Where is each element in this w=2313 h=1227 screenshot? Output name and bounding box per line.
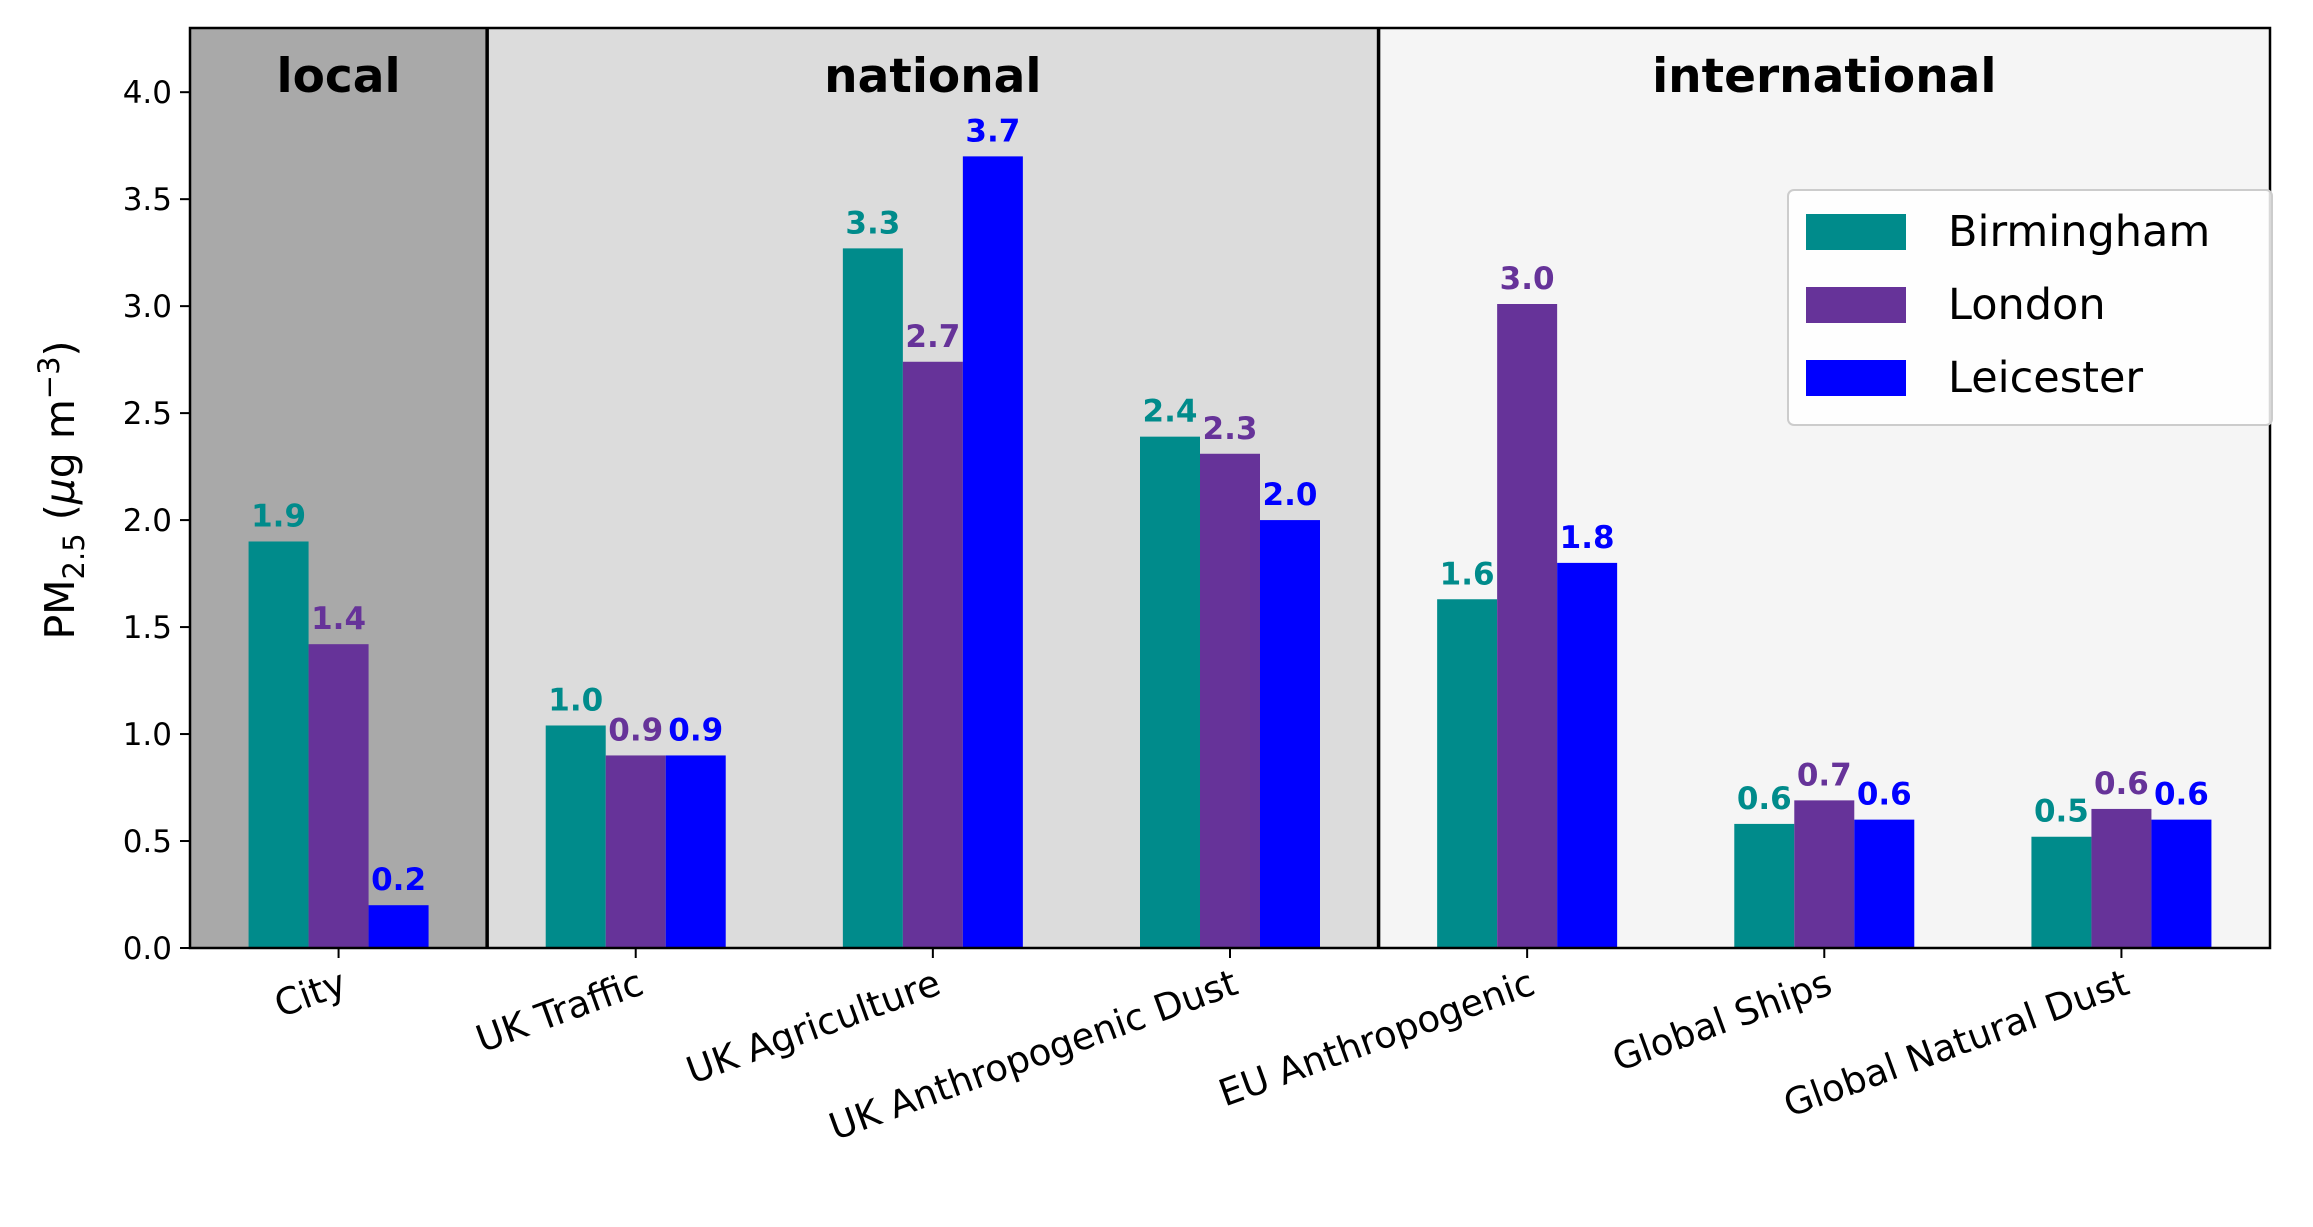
y-tick-label: 3.0: [123, 289, 172, 325]
value-label-london-city: 1.4: [311, 601, 366, 637]
x-tick-label-global-ships: Global Ships: [1607, 961, 1838, 1080]
bar-leicester-uk-traffic: [665, 755, 726, 948]
legend-swatch-leicester: [1806, 360, 1906, 396]
bar-leicester-eu-anthropogenic: [1557, 562, 1618, 948]
y-tick-label: 2.5: [123, 396, 172, 432]
bar-leicester-city: [368, 905, 429, 948]
y-axis-label-unit-close: ): [36, 340, 84, 356]
value-label-birmingham-uk-agriculture: 3.3: [845, 205, 900, 241]
bar-groups: [248, 156, 2212, 949]
value-label-leicester-uk-traffic: 0.9: [668, 712, 723, 748]
bar-london-uk-traffic: [605, 755, 666, 948]
value-label-london-eu-anthropogenic: 3.0: [1500, 261, 1555, 297]
y-axis-label-unit: g m: [36, 399, 84, 478]
bar-birmingham-uk-agriculture: [842, 248, 903, 949]
value-label-london-global-natural-dust: 0.6: [2094, 766, 2149, 802]
x-tick-label-uk-traffic: UK Traffic: [470, 961, 648, 1061]
value-label-leicester-eu-anthropogenic: 1.8: [1560, 520, 1615, 556]
y-axis-label: PM2.5 (μg m−3): [32, 340, 91, 639]
bar-birmingham-eu-anthropogenic: [1437, 599, 1498, 948]
value-label-birmingham-global-ships: 0.6: [1737, 781, 1792, 817]
bar-birmingham-global-natural-dust: [2031, 836, 2092, 948]
legend-swatch-london: [1806, 287, 1906, 323]
bar-leicester-uk-anthropogenic-dust: [1260, 520, 1320, 948]
bar-london-global-natural-dust: [2091, 808, 2152, 948]
bar-birmingham-city: [248, 541, 309, 948]
value-label-london-global-ships: 0.7: [1797, 757, 1852, 793]
y-tick-label: 3.5: [123, 182, 172, 218]
y-axis-label-main: PM: [36, 579, 84, 639]
value-label-birmingham-global-natural-dust: 0.5: [2034, 794, 2089, 830]
legend-box: [1787, 189, 2273, 426]
region-label-local: local: [277, 49, 401, 104]
value-label-london-uk-traffic: 0.9: [608, 712, 663, 748]
bar-leicester-global-ships: [1854, 819, 1915, 948]
y-tick-label: 0.0: [123, 931, 172, 967]
bar-london-eu-anthropogenic: [1497, 304, 1558, 948]
bar-london-uk-anthropogenic-dust: [1200, 453, 1260, 948]
region-labels: local national international: [277, 49, 1997, 104]
bar-leicester-uk-agriculture: [962, 156, 1023, 949]
y-tick-label: 1.5: [123, 610, 172, 646]
y-tick-label: 4.0: [123, 75, 172, 111]
value-label-leicester-global-ships: 0.6: [1857, 777, 1912, 813]
value-label-birmingham-city: 1.9: [251, 498, 306, 534]
y-tick-label: 2.0: [123, 503, 172, 539]
value-label-leicester-global-natural-dust: 0.6: [2154, 777, 2209, 813]
value-label-leicester-uk-anthropogenic-dust: 2.0: [1263, 477, 1318, 513]
legend-label-london: London: [1948, 280, 2106, 330]
region-dividers: [485, 28, 1381, 948]
legend-swatch-birmingham: [1806, 214, 1906, 250]
value-label-london-uk-anthropogenic-dust: 2.3: [1203, 411, 1258, 447]
bar-birmingham-uk-traffic: [545, 725, 606, 948]
value-label-birmingham-eu-anthropogenic: 1.6: [1440, 556, 1495, 592]
bar-london-global-ships: [1794, 800, 1855, 948]
legend: Birmingham London Leicester: [1787, 189, 2273, 426]
legend-label-birmingham: Birmingham: [1948, 207, 2210, 257]
y-axis-label-superscript: −3: [32, 356, 66, 399]
legend-label-leicester: Leicester: [1948, 353, 2143, 403]
region-label-national: national: [824, 49, 1041, 104]
y-tick-label: 0.5: [123, 824, 172, 860]
value-label-birmingham-uk-traffic: 1.0: [548, 682, 603, 718]
x-tick-label-city: City: [269, 961, 352, 1026]
bar-birmingham-uk-anthropogenic-dust: [1140, 436, 1200, 948]
y-axis-label-subscript: 2.5: [57, 533, 91, 579]
y-axis: 0.0 0.5 1.0 1.5 2.0 2.5 3.0 3.5 4.0: [123, 75, 190, 967]
y-tick-label: 1.0: [123, 717, 172, 753]
value-label-birmingham-uk-anthropogenic-dust: 2.4: [1143, 394, 1198, 430]
value-labels: 1.91.03.32.41.60.6 0.51.40.92.72.33.00.7 0…: [251, 113, 2209, 898]
y-axis-label-unit-open: (: [36, 504, 84, 533]
value-label-leicester-uk-agriculture: 3.7: [965, 113, 1020, 149]
value-label-leicester-city: 0.2: [371, 862, 426, 898]
bar-london-city: [308, 644, 369, 948]
bar-birmingham-global-ships: [1734, 823, 1795, 948]
value-label-london-uk-agriculture: 2.7: [905, 319, 960, 355]
bar-london-uk-agriculture: [902, 361, 963, 948]
y-axis-label-mu: μ: [36, 478, 84, 505]
bar-leicester-global-natural-dust: [2151, 819, 2212, 948]
region-label-international: international: [1652, 49, 1996, 104]
x-tick-label-eu-anthropogenic: EU Anthropogenic: [1213, 961, 1540, 1115]
x-tick-label-uk-agriculture: UK Agriculture: [681, 961, 946, 1093]
